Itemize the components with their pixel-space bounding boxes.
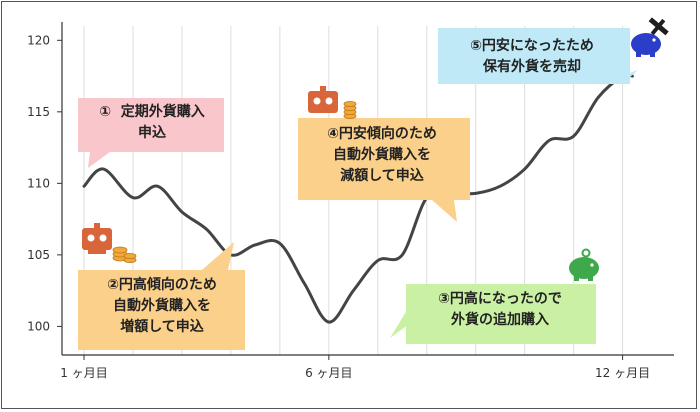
y-tick-label-100: 100 xyxy=(27,319,50,333)
callout-4-line-3: 減額して申込 xyxy=(340,168,424,184)
y-axis-ticks: 100 105 110 115 120 xyxy=(27,33,62,333)
callout-4-text: ④円安傾向のため 自動外貨購入を 減額して申込 xyxy=(302,124,462,187)
callout-1-number: ① xyxy=(99,104,112,120)
callout-5-line-1: ⑤円安になったため xyxy=(470,38,594,54)
green-piggy-bank-icon xyxy=(569,248,599,281)
x-tick-label-12: 12 ヶ月目 xyxy=(595,366,650,380)
callout-3-text: ③円高になったので 外貨の追加購入 xyxy=(410,289,590,331)
y-tick-label-110: 110 xyxy=(27,176,50,190)
callout-5-pointer xyxy=(598,70,638,84)
callout-3-number: ③ xyxy=(438,291,450,307)
series-line-0 xyxy=(82,72,634,324)
y-tick-label-120: 120 xyxy=(27,33,50,47)
callout-2-line-1: ②円高傾向のため xyxy=(107,277,217,293)
callout-4-line-1: ④円安傾向のため xyxy=(327,126,437,142)
callout-3-box xyxy=(406,284,596,344)
robot-with-coins-icon-2 xyxy=(308,86,357,119)
callout-3-line-1: ③円高になったので xyxy=(438,291,562,307)
callout-1-box xyxy=(78,98,224,152)
blue-piggy-bank-hammer-icon xyxy=(631,17,669,57)
callout-3-pointer xyxy=(390,302,412,338)
callout-1-line-2: 申込 xyxy=(138,125,166,141)
callout-5-text: ⑤円安になったため 保有外貨を売却 xyxy=(442,36,622,78)
callout-1-pointer xyxy=(88,152,110,168)
y-tick-label-105: 105 xyxy=(27,248,50,262)
callout-bubbles xyxy=(78,28,638,350)
callout-4-pointer xyxy=(432,200,457,222)
callout-2-pointer xyxy=(202,242,234,270)
callout-2-number: ② xyxy=(107,277,119,293)
callout-4-line-2: 自動外貨購入を xyxy=(333,147,431,163)
callout-5-box xyxy=(438,28,630,84)
x-axis-ticks: 1 ヶ月目 6 ヶ月目 12 ヶ月目 xyxy=(60,355,650,380)
callout-1-line-1: ① 定期外貨購入 xyxy=(99,104,205,120)
callout-2-text: ②円高傾向のため 自動外貨購入を 増額して申込 xyxy=(82,275,242,338)
axes xyxy=(61,22,674,356)
callout-2-line-2: 自動外貨購入を xyxy=(113,298,211,314)
callout-5-line-2: 保有外貨を売却 xyxy=(483,59,581,75)
callout-1-text: ① 定期外貨購入 申込 xyxy=(82,102,222,144)
callout-4-number: ④ xyxy=(327,126,339,142)
callout-5-number: ⑤ xyxy=(470,38,482,54)
x-tick-label-1: 1 ヶ月目 xyxy=(60,366,107,380)
robot-with-coins-icon xyxy=(82,223,137,264)
callout-3-line-2: 外貨の追加購入 xyxy=(451,312,549,328)
callout-4-box xyxy=(298,118,470,200)
y-tick-label-115: 115 xyxy=(27,105,50,119)
callout-2-line-3: 増額して申込 xyxy=(120,319,204,335)
x-tick-label-6: 6 ヶ月目 xyxy=(305,366,352,380)
callout-2-box xyxy=(78,270,245,350)
